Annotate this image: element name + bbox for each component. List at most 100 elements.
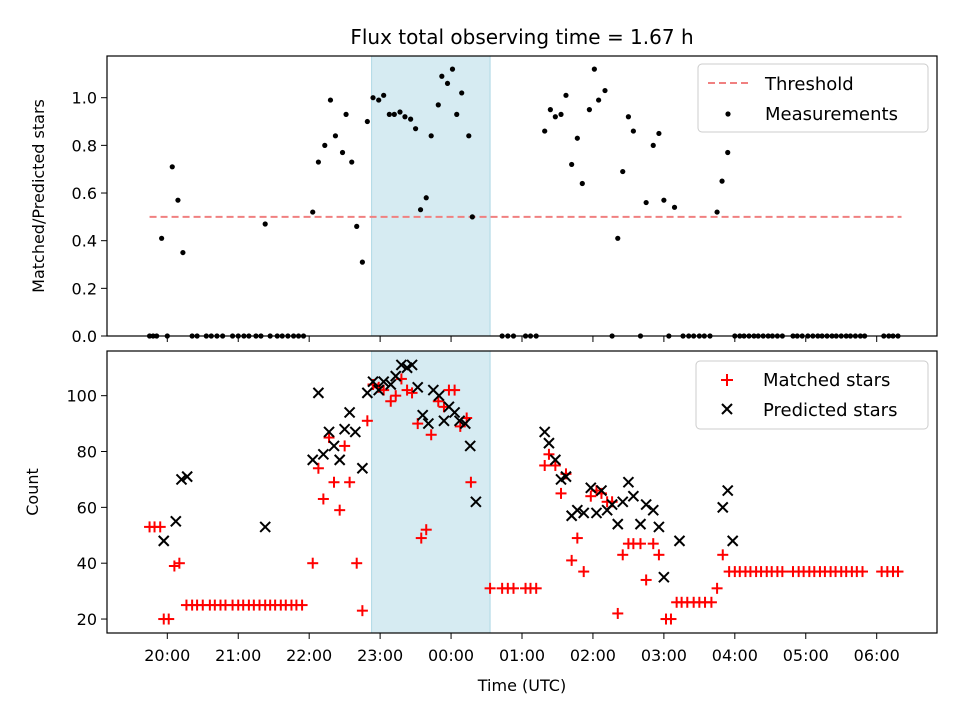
predicted-star-point	[595, 484, 608, 497]
measurement-point	[558, 111, 564, 117]
matched-star-point	[406, 387, 418, 399]
matched-star-point	[612, 607, 624, 619]
star-count-panel: 20 40 60 80 100 20:00 21:00 22:00 23:00 00:00 01:…	[23, 350, 938, 695]
measurement-point	[650, 142, 656, 148]
matched-star-point	[154, 521, 166, 533]
predicted-star-point	[259, 521, 271, 533]
matched-star-point	[344, 476, 356, 488]
predicted-star-point	[433, 389, 445, 402]
measurement-point	[412, 126, 419, 132]
measurement-point	[671, 204, 678, 210]
matched-star-point	[653, 549, 665, 561]
matched-star-point	[361, 415, 373, 427]
measurement-point	[552, 114, 558, 120]
x-axis-label: Time (UTC)	[477, 676, 566, 695]
matched-star-point	[317, 493, 329, 505]
measurement-point	[574, 135, 580, 141]
measurement-point	[596, 97, 602, 103]
top-y-tick-label: 0.2	[72, 279, 97, 298]
x-tick-label: 06:00	[854, 646, 900, 665]
measurement-point	[381, 92, 387, 98]
predicted-star-point	[538, 426, 551, 438]
predicted-star-point	[333, 454, 346, 466]
measurement-point	[327, 97, 334, 103]
matched-star-point	[543, 448, 555, 460]
bottom-x-axis: 20:00 21:00 22:00 23:00 00:00 01:00 02:00 03:00…	[144, 633, 900, 665]
predicted-star-point	[560, 470, 572, 483]
legend-predicted-swatch	[721, 403, 733, 415]
top-plot-frame	[106, 55, 938, 337]
measurement-point	[444, 80, 451, 87]
matched-star-point	[385, 395, 397, 407]
top-legend: Threshold Measurements	[697, 63, 929, 133]
matched-star-point	[173, 557, 185, 569]
measurement-point	[563, 92, 569, 98]
matched-star-point	[566, 554, 578, 566]
x-tick-label: 00:00	[428, 646, 474, 665]
measurement-point	[547, 107, 553, 113]
predicted-star-point	[175, 473, 188, 486]
predicted-star-point	[549, 454, 562, 466]
matched-star-point	[549, 459, 561, 471]
matched-star-point	[351, 557, 363, 569]
predicted-star-point	[543, 437, 555, 449]
top-highlight-span	[371, 55, 491, 337]
matched-star-point	[339, 440, 351, 452]
flux-ratio-panel: Flux total observing time = 1.67 h 0.00.…	[29, 25, 938, 346]
predicted-star-point	[585, 482, 597, 494]
matched-star-point	[420, 524, 432, 536]
matched-star-point	[465, 476, 477, 488]
measurement-point	[354, 223, 360, 229]
predicted-star-point	[343, 406, 356, 419]
measurement-point	[435, 102, 441, 108]
legend-matched-label: Matched stars	[763, 370, 890, 391]
x-tick-label: 21:00	[215, 646, 261, 665]
measurement-point	[423, 195, 429, 201]
measurement-point	[591, 66, 597, 72]
measurement-point	[615, 235, 621, 241]
measurement-point	[364, 118, 370, 125]
legend-matched-swatch	[721, 374, 733, 386]
measurement-point	[469, 214, 475, 220]
measurement-point	[459, 90, 465, 96]
predicted-star-point	[617, 496, 629, 508]
x-tick-label: 22:00	[286, 646, 332, 665]
measurement-point	[339, 149, 346, 156]
predicted-star-point	[722, 484, 734, 497]
predicted-star-point	[590, 507, 603, 519]
predicted-star-point	[627, 490, 640, 502]
x-tick-label: 20:00	[144, 646, 190, 665]
predicted-star-point	[634, 518, 647, 530]
matched-star-point	[665, 613, 677, 625]
measurement-point	[391, 111, 397, 117]
predicted-star-point	[317, 448, 330, 461]
predicted-star-point	[606, 498, 618, 511]
matched-star-point	[585, 490, 597, 502]
matched-star-point	[530, 582, 542, 594]
matched-star-point	[617, 549, 629, 561]
legend-measurements-label: Measurements	[765, 104, 898, 125]
bottom-y-tick-label: 80	[77, 443, 97, 462]
predicted-points	[158, 359, 739, 583]
matched-star-point	[717, 549, 729, 561]
bottom-y-tick-label: 60	[77, 498, 97, 517]
measurement-point	[620, 168, 626, 175]
x-tick-label: 01:00	[499, 646, 545, 665]
predicted-star-point	[726, 535, 739, 547]
predicted-star-point	[372, 384, 385, 396]
matched-star-point	[539, 459, 551, 471]
bottom-y-tick-label: 40	[77, 554, 97, 573]
top-y-tick-label: 0.8	[72, 136, 97, 155]
predicted-star-point	[658, 571, 670, 583]
matched-star-point	[168, 560, 180, 572]
measurement-point	[625, 114, 632, 120]
measurement-point	[714, 209, 720, 215]
chart-title: Flux total observing time = 1.67 h	[350, 25, 693, 49]
bottom-y-axis-label: Count	[23, 468, 42, 516]
predicted-star-point	[571, 504, 584, 516]
matched-star-point	[555, 487, 567, 499]
matched-star-point	[507, 582, 519, 594]
matched-star-point	[892, 566, 904, 578]
matched-star-point	[571, 532, 583, 544]
